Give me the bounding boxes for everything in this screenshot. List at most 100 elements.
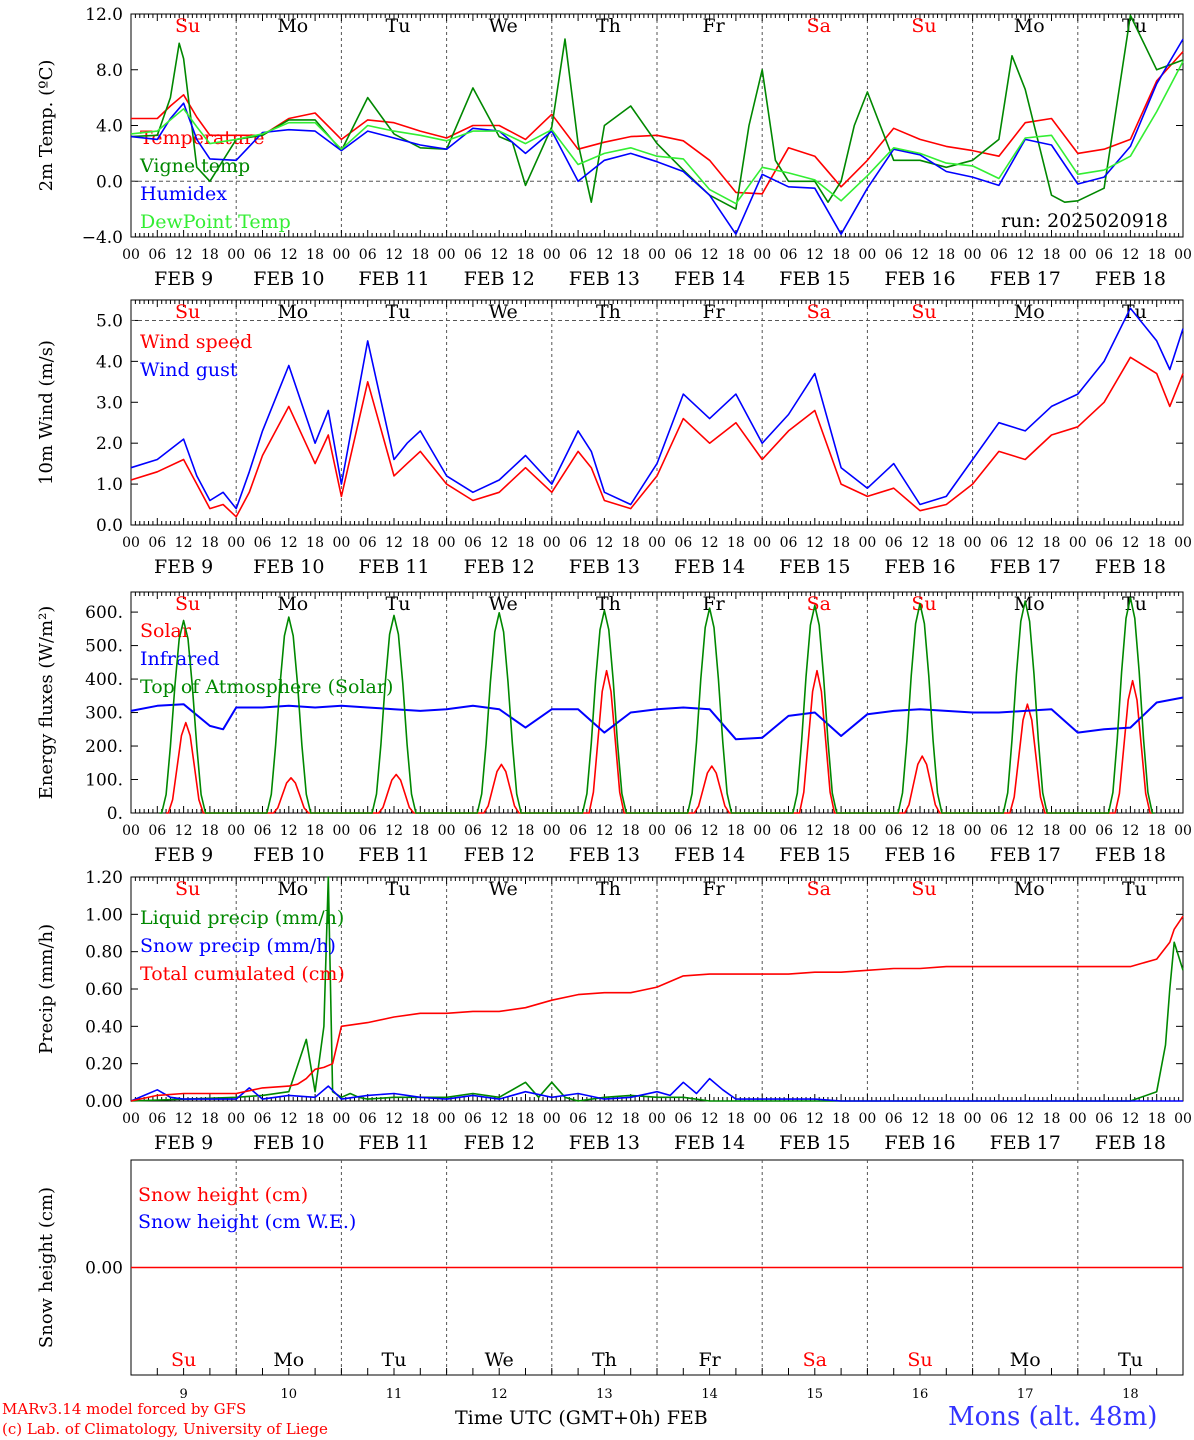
date-label: FEB 14	[674, 1132, 745, 1154]
hour-tick-label: 06	[254, 823, 272, 839]
station-name: Mons (alt. 48m)	[948, 1402, 1158, 1432]
hour-tick-label: 18	[1148, 823, 1166, 839]
date-label: FEB 10	[253, 1132, 324, 1154]
hour-tick-label: 00	[964, 247, 982, 263]
day-name: Th	[596, 301, 621, 323]
date-label: FEB 16	[884, 268, 955, 290]
hour-tick-label: 00	[858, 823, 876, 839]
hour-tick-label: 12	[595, 535, 613, 551]
day-name: Fr	[698, 1349, 721, 1371]
hour-tick-label: 12	[175, 1111, 193, 1127]
hour-tick-label: 18	[832, 247, 850, 263]
hour-tick-label: 00	[753, 247, 771, 263]
hour-tick-label: 12	[490, 247, 508, 263]
day-number: 10	[281, 1387, 298, 1402]
day-name: Tu	[382, 1349, 407, 1371]
hour-tick-label: 00	[122, 1111, 140, 1127]
series-line-total-cumulated-cm-	[130, 915, 1184, 1102]
y-axis-label: Precip (mm/h)	[36, 924, 57, 1054]
hour-tick-label: 06	[780, 247, 798, 263]
date-label: FEB 10	[253, 268, 324, 290]
date-label: FEB 15	[779, 556, 850, 578]
hour-tick-label: 06	[885, 247, 903, 263]
day-number: 17	[1017, 1387, 1034, 1402]
plot-frame	[130, 299, 1184, 526]
day-name: Su	[911, 878, 936, 900]
legend-entry: Wind gust	[140, 359, 238, 381]
model-credit: MARv3.14 model forced by GFS	[2, 1400, 247, 1418]
date-label: FEB 16	[884, 1132, 955, 1154]
date-label: FEB 13	[569, 556, 640, 578]
hour-tick-label: 00	[1069, 535, 1087, 551]
date-label: FEB 12	[464, 844, 535, 866]
day-name: Tu	[386, 878, 411, 900]
hour-tick-label: 12	[490, 1111, 508, 1127]
date-label: FEB 10	[253, 556, 324, 578]
date-label: FEB 16	[884, 556, 955, 578]
date-label: FEB 13	[569, 1132, 640, 1154]
panel-snow: 0.00 Snow height (cm) Su Mo Tu We Th Fr Sa Su Mo Tu…	[36, 1159, 1184, 1402]
y-tick-label: 600.	[85, 603, 123, 623]
hour-tick-label: 12	[701, 535, 719, 551]
y-tick-label: 500.	[85, 637, 123, 657]
hour-tick-label: 18	[832, 823, 850, 839]
series-line-humidex	[130, 38, 1184, 235]
hour-tick-label: 00	[964, 535, 982, 551]
date-label: FEB 18	[1095, 1132, 1166, 1154]
day-name: Sa	[803, 1349, 827, 1371]
hour-tick-label: 00	[858, 1111, 876, 1127]
run-label: run: 2025020918	[1001, 210, 1168, 232]
x-axis-title: Time UTC (GMT+0h) FEB	[455, 1407, 708, 1429]
hour-tick-label: 06	[674, 535, 692, 551]
hour-tick-label: 18	[727, 247, 745, 263]
hour-tick-label: 06	[464, 535, 482, 551]
hour-tick-label: 12	[280, 247, 298, 263]
hour-tick-label: 00	[858, 247, 876, 263]
day-number: 13	[596, 1387, 613, 1402]
date-label: FEB 15	[779, 268, 850, 290]
hour-tick-label: 06	[990, 1111, 1008, 1127]
day-name: Tu	[386, 593, 411, 615]
hour-tick-label: 06	[359, 247, 377, 263]
y-tick-label: 400.	[85, 670, 123, 690]
hour-tick-label: 06	[359, 535, 377, 551]
day-name: Tu	[1122, 878, 1147, 900]
hour-tick-label: 18	[201, 1111, 219, 1127]
y-tick-label: 1.20	[85, 868, 123, 888]
day-number: 12	[491, 1387, 508, 1402]
date-label: FEB 12	[464, 556, 535, 578]
hour-tick-label: 12	[911, 823, 929, 839]
hour-tick-label: 12	[806, 823, 824, 839]
hour-tick-label: 00	[543, 1111, 561, 1127]
day-name: Tu	[386, 15, 411, 37]
hour-tick-label: 18	[517, 247, 535, 263]
hour-tick-label: 00	[332, 823, 350, 839]
hour-tick-label: 18	[411, 535, 429, 551]
day-number: 18	[1122, 1387, 1139, 1402]
hour-tick-label: 12	[911, 247, 929, 263]
hour-tick-label: 18	[201, 535, 219, 551]
hour-tick-label: 00	[122, 535, 140, 551]
hour-tick-label: 06	[1095, 247, 1113, 263]
y-tick-label: 0.0	[96, 516, 123, 536]
hour-tick-label: 18	[622, 247, 640, 263]
hour-tick-label: 18	[517, 1111, 535, 1127]
hour-tick-label: 06	[254, 535, 272, 551]
hour-tick-label: 12	[1121, 247, 1139, 263]
day-name: Sa	[807, 301, 831, 323]
date-label: FEB 13	[569, 844, 640, 866]
hour-tick-label: 00	[648, 535, 666, 551]
day-number: 11	[386, 1387, 403, 1402]
hour-tick-label: 12	[1121, 823, 1139, 839]
hour-tick-label: 06	[885, 535, 903, 551]
day-name: Su	[175, 301, 200, 323]
y-tick-label: 12.0	[85, 5, 123, 25]
hour-tick-label: 06	[674, 247, 692, 263]
series-line-vigne-temp	[130, 14, 1184, 210]
hour-tick-label: 00	[1174, 535, 1192, 551]
hour-tick-label: 18	[1043, 247, 1061, 263]
day-name: Fr	[702, 593, 725, 615]
hour-tick-label: 18	[411, 247, 429, 263]
date-label: FEB 16	[884, 844, 955, 866]
hour-tick-label: 12	[1016, 823, 1034, 839]
